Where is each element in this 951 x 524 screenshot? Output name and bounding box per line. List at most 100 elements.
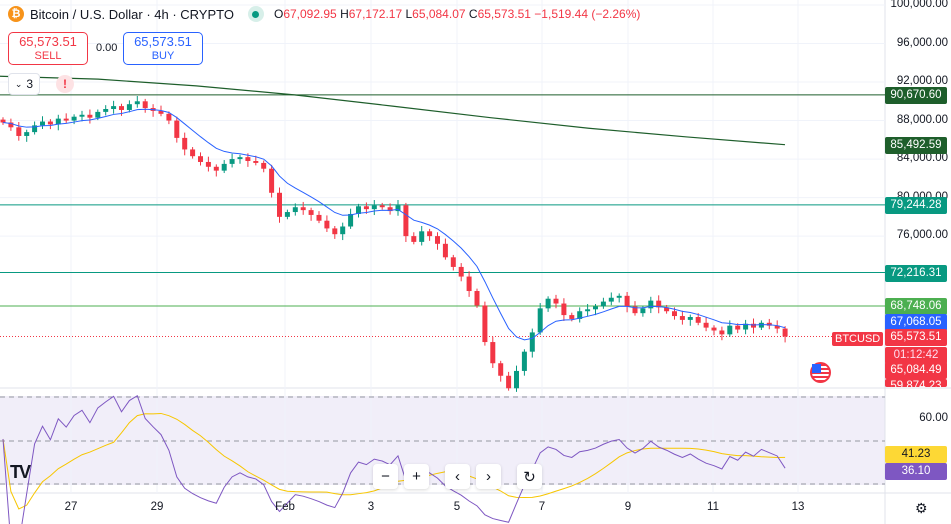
candle-body	[379, 205, 385, 208]
zoom-in-button[interactable]: +	[404, 464, 429, 489]
candle-body	[450, 257, 456, 267]
candle-body	[545, 298, 551, 309]
candle-body	[664, 307, 670, 312]
candle-body	[24, 132, 30, 136]
candle-body	[221, 163, 227, 171]
candle-body	[648, 300, 654, 309]
price-level-tag: 72,216.31	[885, 264, 947, 282]
candle-body	[292, 207, 298, 213]
scroll-right-button[interactable]: ›	[476, 464, 501, 489]
candle-body	[103, 109, 109, 112]
candle-body	[624, 295, 630, 307]
candle-body	[47, 121, 53, 125]
candle-body	[711, 327, 717, 331]
candle-body	[490, 342, 496, 364]
candle-body	[616, 295, 622, 298]
time-axis-label: 5	[453, 501, 461, 513]
candle-body	[348, 213, 354, 227]
candle-body	[16, 127, 22, 136]
candle-body	[474, 291, 480, 306]
tradingview-logo[interactable]: TV	[10, 462, 31, 482]
time-axis-label: 13	[791, 501, 805, 513]
time-axis-label: 11	[707, 501, 719, 513]
candle-body	[521, 351, 527, 371]
candle-body	[229, 159, 235, 164]
candle-body	[458, 266, 464, 277]
candle-body	[403, 205, 409, 237]
us-flag-icon[interactable]	[810, 362, 831, 383]
candle-body	[498, 363, 504, 376]
buy-button[interactable]: 65,573.51 BUY	[123, 32, 203, 65]
time-axis-label: 7	[538, 501, 546, 513]
candle-body	[253, 161, 259, 163]
candle-body	[95, 111, 101, 118]
candle-body	[371, 205, 377, 210]
candle-body	[553, 298, 559, 304]
candle-body	[679, 316, 685, 320]
symbol-title[interactable]: Bitcoin / U.S. Dollar · 4h · CRYPTO	[30, 6, 234, 22]
time-axis-label: 3	[367, 501, 375, 513]
time-axis-label: Feb	[275, 501, 295, 513]
candle-body	[695, 317, 701, 323]
rsi-axis-label: 60.00	[919, 412, 948, 424]
ema-line	[2, 108, 786, 341]
candle-body	[55, 118, 61, 125]
time-axis-label: 29	[150, 501, 164, 513]
candle-body	[561, 303, 567, 316]
candle-body	[324, 220, 330, 229]
candle-body	[466, 276, 472, 292]
scroll-left-button[interactable]: ‹	[445, 464, 470, 489]
spread-value: 0.00	[96, 42, 118, 54]
candle-body	[529, 332, 535, 352]
candle-body	[703, 322, 709, 328]
candle-body	[356, 206, 361, 214]
candle-body	[419, 231, 425, 242]
ohlc-values: O67,092.95 H67,172.17 L65,084.07 C65,573…	[273, 7, 641, 21]
candle-body	[411, 236, 417, 242]
candle-body	[482, 305, 488, 343]
price-axis-label: 100,000.00	[890, 0, 948, 10]
warning-icon[interactable]: !	[56, 75, 74, 93]
candle-body	[174, 120, 180, 138]
cut-price-tag: 59,874.23	[885, 379, 947, 387]
chart-nav: − + ‹ › ↻	[373, 464, 542, 489]
indicators-toggle[interactable]: ⌄ 3	[8, 73, 40, 95]
candle-body	[237, 157, 243, 160]
symbol-header: ₿ Bitcoin / U.S. Dollar · 4h · CRYPTO O6…	[8, 6, 640, 22]
settings-icon[interactable]: ⚙	[915, 500, 928, 516]
price-axis-label: 88,000.00	[896, 113, 948, 126]
zoom-out-button[interactable]: −	[373, 464, 398, 489]
candle-body	[569, 315, 575, 319]
market-status-icon	[247, 6, 264, 22]
rsi-ma-tag: 41.23	[885, 446, 947, 463]
candle-body	[387, 207, 393, 212]
candle-body	[213, 166, 219, 171]
candle-body	[600, 301, 606, 307]
candle-body	[727, 325, 733, 335]
low-price-tag: 65,084.49	[885, 362, 947, 379]
candle-body	[277, 192, 282, 217]
price-level-tag: 79,244.28	[885, 196, 947, 214]
candle-body	[774, 325, 780, 329]
price-level-tag: 65,573.51	[885, 328, 947, 346]
candle-body	[758, 322, 764, 328]
rsi-value-tag: 36.10	[885, 463, 947, 480]
candle-body	[332, 228, 338, 235]
chevron-down-icon: ⌄	[14, 78, 23, 89]
price-axis-label: 92,000.00	[896, 75, 948, 88]
candle-body	[166, 113, 172, 121]
candle-body	[363, 206, 369, 210]
sell-button[interactable]: 65,573.51 SELL	[8, 32, 88, 65]
candle-body	[32, 125, 38, 133]
price-axis-label: 76,000.00	[896, 229, 948, 242]
candle-body	[442, 243, 448, 258]
candle-body	[766, 322, 772, 326]
candle-body	[158, 110, 164, 114]
price-level-tag: 68,748.06	[885, 297, 947, 315]
candle-body	[514, 370, 519, 389]
time-axis-label: 27	[64, 501, 78, 513]
rsi-line	[2, 394, 786, 524]
reset-chart-button[interactable]: ↻	[517, 464, 542, 489]
candle-body	[640, 308, 646, 314]
